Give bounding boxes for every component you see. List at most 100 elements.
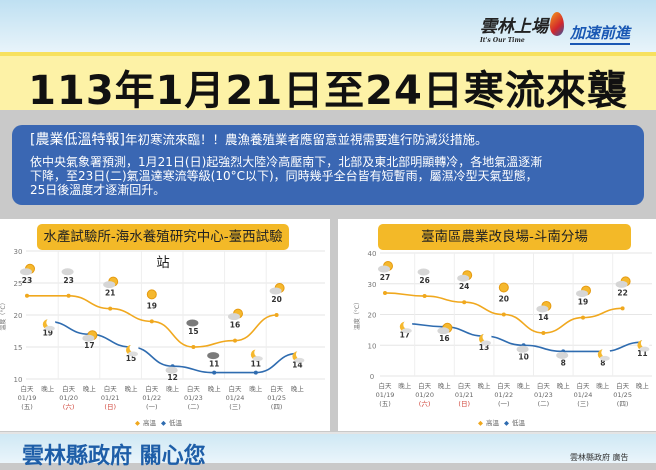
- x-tick-label: 晚上: [438, 381, 452, 390]
- data-label: 21: [105, 289, 115, 298]
- cloud-shape: [576, 290, 588, 298]
- chart-dounan: 010203040溫度（°C）白天01/19(五)晚上 白天01/20(六)晚上白…: [353, 250, 652, 427]
- data-label: 8: [561, 358, 566, 367]
- data-point: [233, 338, 237, 343]
- cloud-shape: [615, 280, 628, 288]
- legend-marker: ◆: [478, 419, 483, 427]
- data-point: [501, 312, 506, 317]
- data-point: [25, 293, 29, 298]
- x-tick-label: 白天: [616, 381, 630, 390]
- x-tick-label: 白天: [229, 384, 243, 393]
- sun-shape: [146, 289, 157, 300]
- rain-icon: [516, 345, 529, 357]
- data-label: 20: [499, 295, 509, 304]
- cloud-shape: [417, 268, 430, 276]
- weekday-label: (六): [419, 399, 431, 408]
- y-tick-label: 10: [368, 342, 377, 350]
- data-point: [422, 294, 427, 299]
- moon-cut: [129, 343, 139, 353]
- y-tick-label: 15: [14, 344, 23, 352]
- data-label: 10: [518, 352, 528, 361]
- y-tick-label: 20: [368, 312, 377, 320]
- weekday-label: (四): [617, 400, 629, 408]
- cloud-icon: [165, 366, 178, 374]
- weekday-label: (一): [498, 400, 510, 408]
- data-label: 13: [479, 343, 489, 352]
- data-label: 23: [63, 276, 73, 285]
- cloud-sun-icon: [103, 276, 119, 289]
- cloud-sun-icon: [269, 283, 285, 295]
- data-point: [274, 313, 279, 317]
- date-label: 01/22: [142, 394, 161, 402]
- moon-icon: [399, 320, 413, 334]
- cloud-sun-icon: [228, 308, 243, 321]
- notice-body: 依中央氣象署預測，1月21日(日)起強烈大陸冷高壓南下，北部及東北部明顯轉冷，各…: [30, 155, 543, 197]
- cloud-shape: [599, 355, 610, 361]
- data-point: [66, 293, 71, 298]
- logo-subtext: It's Our Time: [480, 37, 525, 44]
- data-label: 20: [271, 295, 281, 304]
- x-tick-label: 晚上: [41, 384, 55, 393]
- data-label: 26: [419, 276, 429, 285]
- moon-icon: [42, 317, 56, 331]
- legend-label: 高溫: [486, 418, 500, 427]
- page-title: 113年1月21日至24日寒流來襲: [28, 68, 628, 114]
- header-banner: 雲林上場 It's Our Time 加速前進: [0, 0, 656, 52]
- date-label: 01/24: [226, 394, 245, 402]
- cloud-shape: [294, 357, 305, 363]
- legend-marker: ◆: [135, 419, 140, 427]
- data-label: 17: [400, 331, 410, 340]
- x-tick-label: 晚上: [557, 381, 571, 390]
- x-tick-label: 白天: [62, 384, 76, 393]
- data-point: [212, 370, 217, 375]
- x-tick-label: 晚上: [478, 381, 492, 390]
- data-point: [253, 370, 258, 375]
- moon-cut: [254, 348, 264, 358]
- legend-label: 低溫: [169, 418, 183, 427]
- weekday-label: (三): [577, 400, 589, 408]
- yunlin-logo: 雲林上場 It's Our Time: [480, 12, 548, 44]
- legend-label: 低溫: [512, 418, 526, 427]
- sun-cloud-icon: [20, 263, 35, 276]
- cloud-sun-icon: [457, 270, 473, 282]
- cloud-shape: [481, 340, 491, 346]
- notice-tag: [農業低溫特報]: [30, 132, 125, 148]
- cloud-shape: [20, 268, 32, 276]
- weekday-label: (六): [63, 402, 75, 411]
- cloud-sun-icon: [576, 285, 591, 298]
- y-tick-label: 40: [368, 250, 377, 258]
- x-tick-label: 晚上: [517, 381, 531, 390]
- data-label: 24: [459, 282, 469, 291]
- moon-cut: [46, 317, 56, 327]
- moon-icon: [597, 347, 611, 361]
- cloud-shape: [82, 334, 95, 342]
- notice-box: [農業低溫特報]年初寒流來臨！！農漁養殖業者應留意並視需要進行防減災措施。 依中…: [12, 125, 644, 205]
- x-tick-label: 白天: [497, 381, 511, 390]
- x-tick-label: 白天: [537, 381, 551, 390]
- data-label: 15: [126, 354, 136, 363]
- x-tick-label: 白天: [104, 384, 118, 393]
- chart-title: 水產試驗所-海水養殖研究中心-臺西試驗站: [37, 224, 289, 271]
- cloud-sun-icon: [615, 276, 631, 288]
- moon-icon: [637, 338, 650, 352]
- y-axis-label: 溫度（°C）: [353, 299, 361, 330]
- footer: 雲林縣政府 關心您 雲林縣政府 廣告: [0, 432, 656, 469]
- date-label: 01/22: [494, 391, 513, 399]
- title-band: 113年1月21日至24日寒流來襲: [0, 52, 656, 114]
- data-label: 19: [578, 298, 588, 307]
- data-label: 19: [147, 301, 157, 310]
- cloud-shape: [269, 287, 282, 295]
- date-label: 01/19: [18, 394, 37, 402]
- footer-motto: 雲林縣政府 關心您: [22, 443, 206, 469]
- flame-icon: [550, 12, 564, 36]
- y-tick-label: 10: [14, 376, 23, 384]
- cloud-shape: [639, 346, 650, 352]
- date-label: 01/25: [613, 391, 632, 399]
- data-label: 11: [637, 349, 647, 358]
- legend-marker: ◆: [504, 419, 509, 427]
- weekday-label: (日): [104, 403, 116, 411]
- cloud-sun-icon: [378, 260, 393, 273]
- date-label: 01/19: [376, 391, 395, 399]
- weekday-label: (二): [188, 403, 200, 411]
- data-point: [541, 330, 546, 335]
